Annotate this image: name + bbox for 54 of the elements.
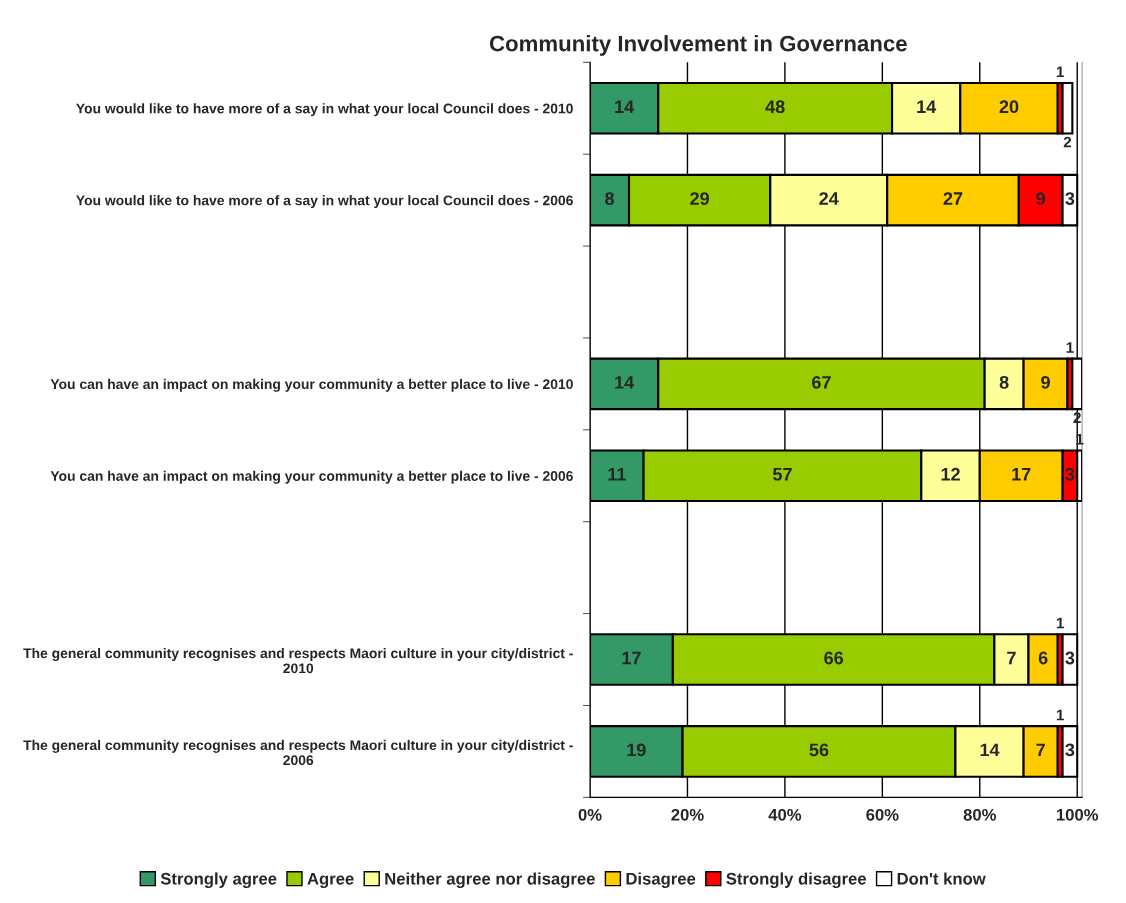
data-label: 14: [980, 743, 1000, 757]
data-label: 14: [615, 100, 635, 113]
y-tick-label: You can have an impact on making your community a better place to live - 2006: [50, 470, 573, 484]
data-label: 3: [1065, 651, 1075, 665]
data-label: 3: [1065, 743, 1075, 757]
data-label: 17: [1012, 468, 1031, 481]
data-label: 14: [917, 100, 937, 113]
data-label: 11: [608, 468, 626, 481]
data-label: 1: [1056, 709, 1064, 721]
data-label: 24: [819, 192, 839, 205]
data-label: 1: [1056, 617, 1064, 629]
data-label: 1: [1056, 66, 1064, 78]
x-tick-label: 60%: [866, 808, 899, 821]
data-label: 17: [622, 651, 641, 665]
data-label: 48: [765, 100, 785, 114]
data-label: 14: [615, 376, 635, 389]
data-label: 27: [943, 192, 963, 205]
x-tick-label: 0%: [578, 808, 602, 821]
data-label: 12: [941, 467, 960, 481]
legend-label: Neither agree nor disagree: [385, 872, 595, 888]
y-tick-label: You would like to have more of a say in what your local Council does - 2006: [76, 195, 573, 209]
bar: [1061, 81, 1074, 135]
legend-label: Strongly disagree: [726, 872, 867, 888]
data-label: 2: [1063, 136, 1072, 148]
data-label: 20: [999, 100, 1019, 114]
chart-title: Community Involvement in Governance: [489, 35, 907, 56]
data-label: 57: [772, 468, 792, 481]
legend-label: Disagree: [626, 872, 696, 888]
data-label: 56: [809, 743, 829, 757]
x-tick-label: 100%: [1056, 808, 1099, 821]
x-tick-label: 40%: [768, 808, 802, 821]
data-label: 7: [1007, 651, 1016, 665]
legend-label: Don't know: [897, 872, 986, 885]
x-tick-label: 80%: [963, 808, 997, 821]
data-label: 67: [812, 375, 831, 389]
data-label: 8: [999, 375, 1009, 389]
data-label: 1: [1066, 342, 1074, 353]
data-label: 6: [1038, 651, 1048, 665]
data-label: 7: [1036, 743, 1045, 757]
data-label: 3: [1065, 192, 1075, 205]
data-label: 9: [1041, 375, 1050, 389]
data-label: 9: [1036, 192, 1046, 205]
data-label: 3: [1065, 467, 1075, 481]
data-label: 29: [690, 192, 710, 205]
y-tick-label: The general community recognises and respects Maori culture in your city/district - 2010: [23, 647, 573, 674]
data-label: 19: [627, 743, 646, 757]
y-tick-label: The general community recognises and respects Maori culture in your city/district - 2006: [23, 739, 573, 766]
data-label: 66: [824, 651, 844, 665]
data-label: 8: [605, 192, 614, 205]
y-tick-label: You would like to have more of a say in what your local Council does - 2010: [76, 103, 573, 117]
x-tick-label: 20%: [671, 808, 704, 821]
y-tick-label: You can have an impact on making your community a better place to live - 2010: [50, 378, 573, 392]
legend-label: Agree: [307, 873, 354, 888]
legend-label: Strongly agree: [160, 872, 277, 888]
